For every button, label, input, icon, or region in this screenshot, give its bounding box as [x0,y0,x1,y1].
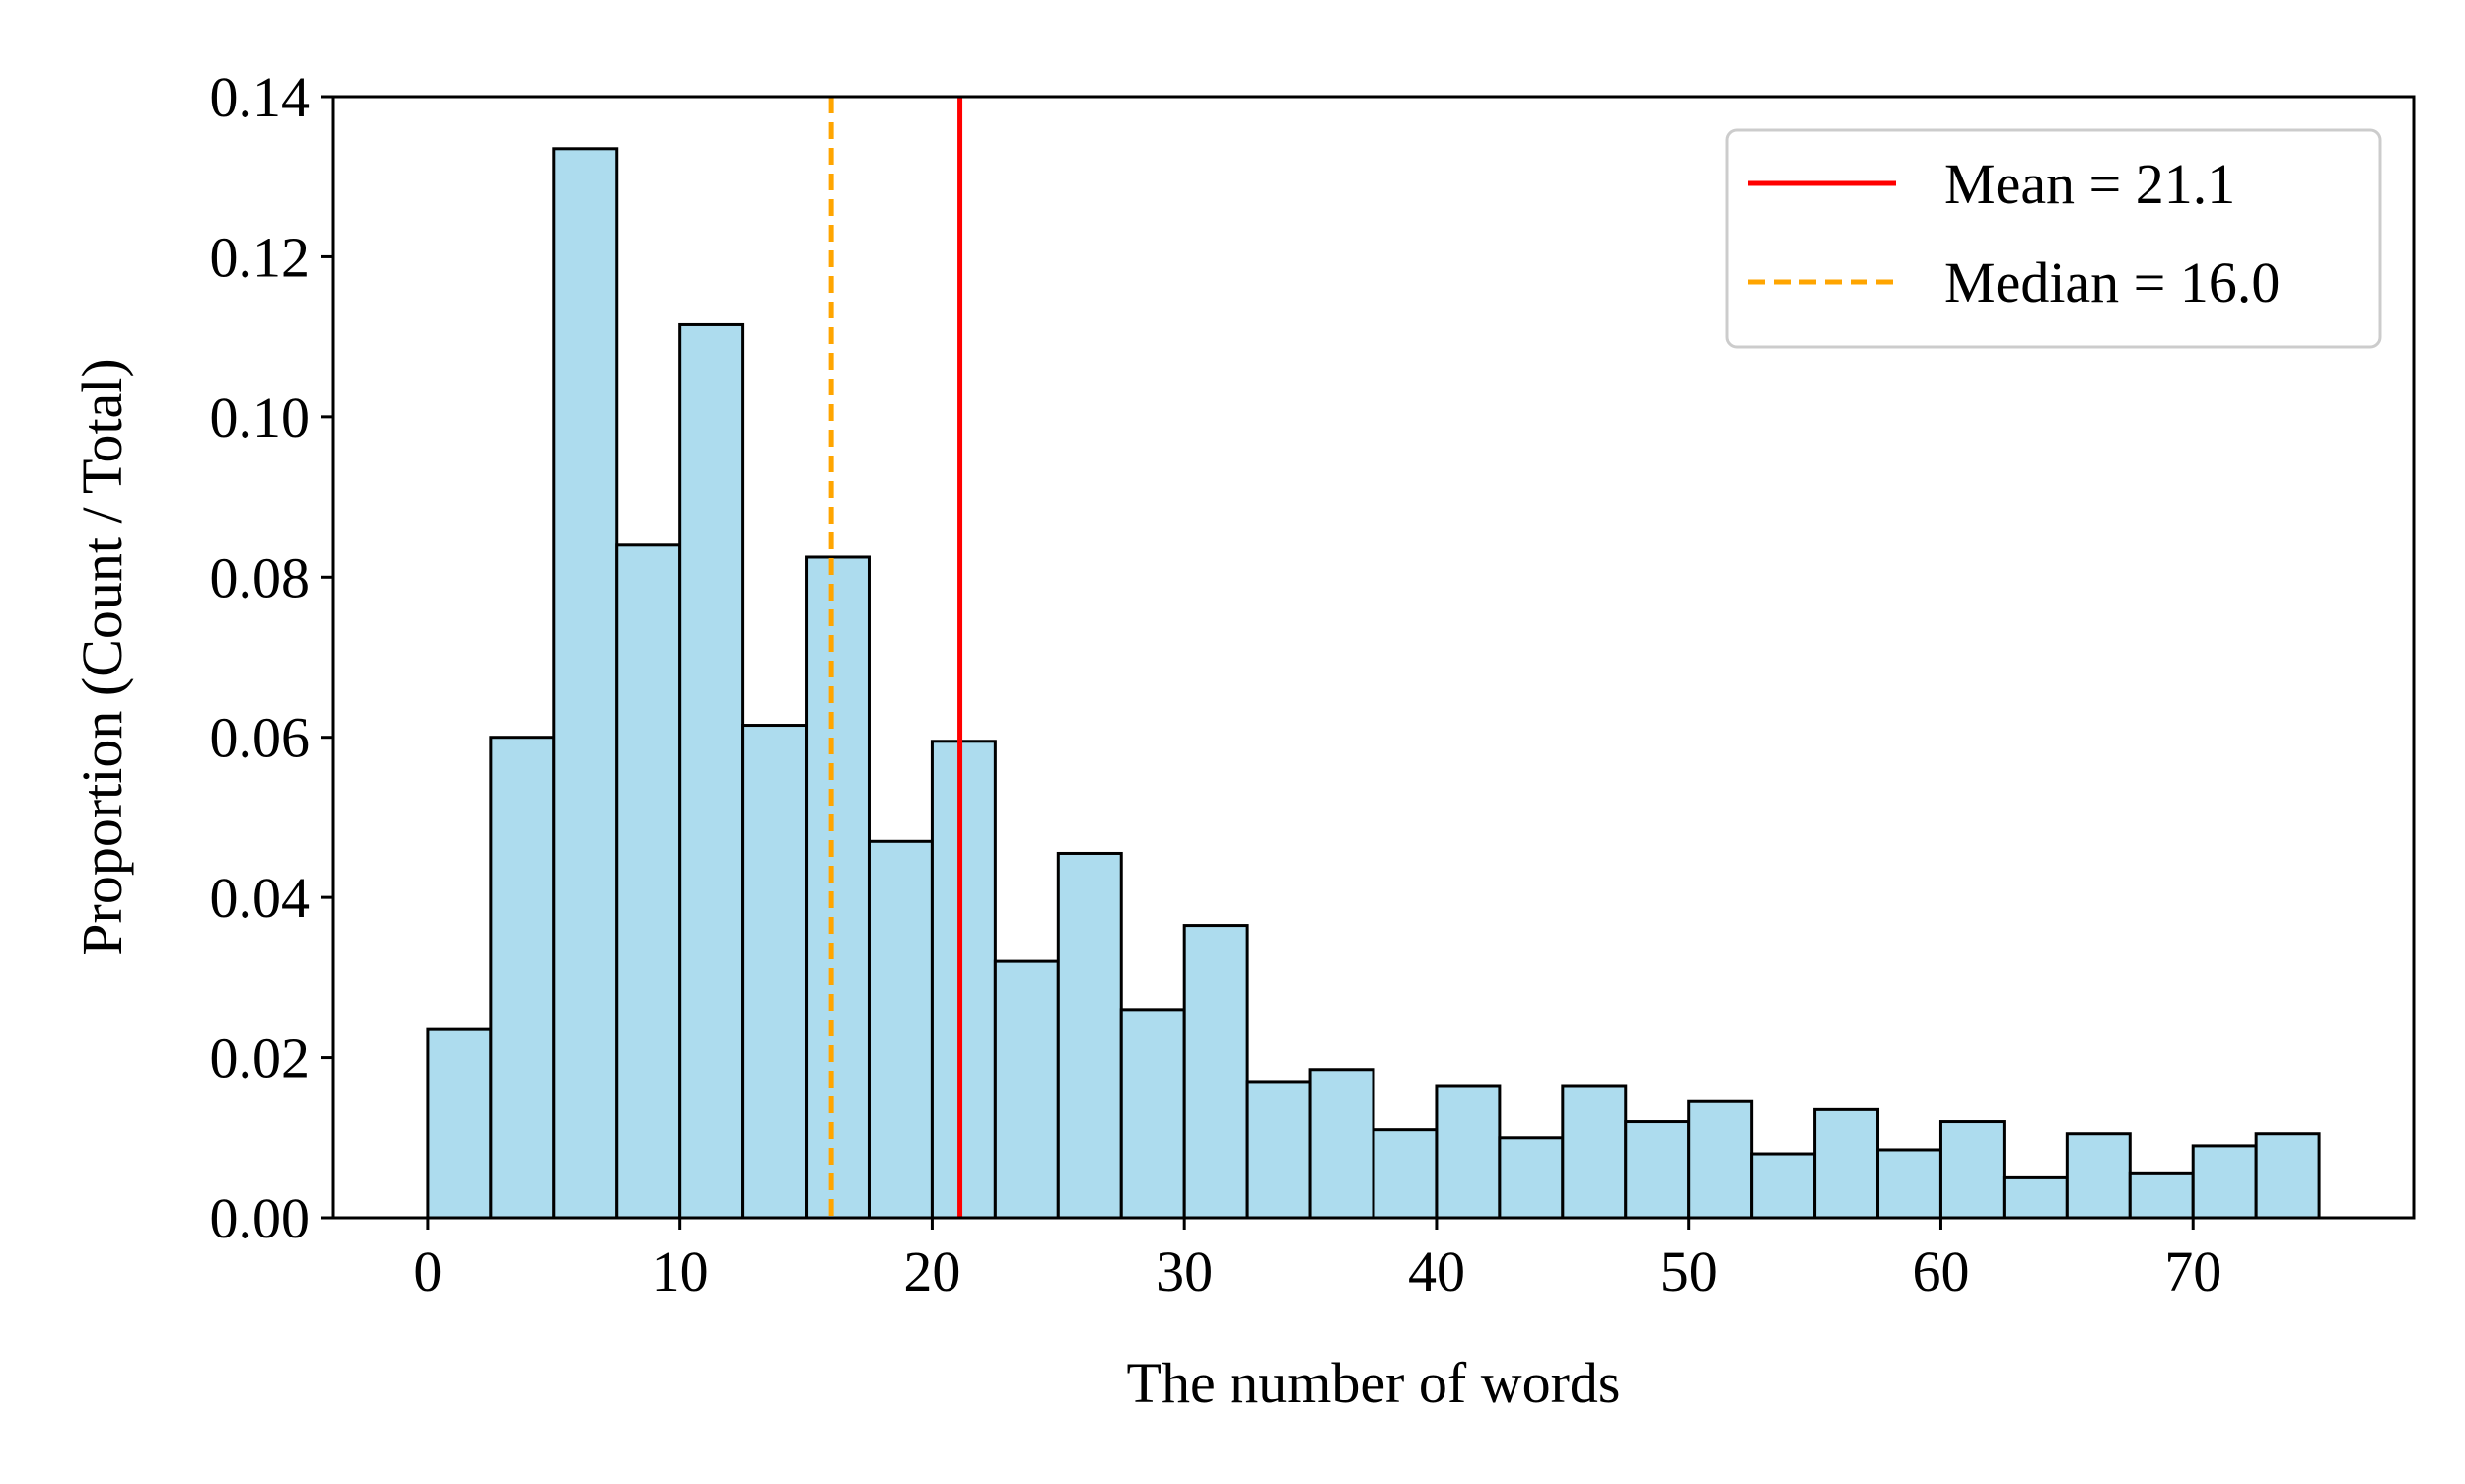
histogram-bar [741,724,809,1220]
y-tick-label: 0.06 [210,706,311,770]
y-tick-label: 0.10 [210,386,311,450]
histogram-bar [1372,1128,1439,1220]
x-tick-label: 40 [1408,1239,1465,1304]
x-tick-label: 10 [652,1239,709,1304]
histogram-bar [867,839,934,1220]
histogram-bar [1813,1107,1880,1220]
y-tick-label: 0.08 [210,545,311,609]
axes-frame [331,95,2416,1220]
histogram-bar [1435,1084,1502,1220]
histogram-bar [1119,1008,1186,1220]
histogram-bar [2191,1144,2258,1220]
histogram-bar [1056,851,1123,1220]
histogram-bar [1498,1136,1565,1220]
histogram-bar [1750,1152,1817,1220]
x-tick-label: 60 [1912,1239,1969,1304]
legend-mean-label: Mean = 21.1 [1944,152,2235,216]
legend: Mean = 21.1 Median = 16.0 [1726,128,2382,349]
histogram-bar [1624,1120,1691,1220]
histogram-bar [2254,1132,2321,1220]
y-tick-label: 0.12 [210,225,311,289]
histogram-bar [2002,1175,2069,1220]
histogram-bar [1876,1148,1942,1220]
histogram-bar [805,555,871,1220]
y-tick-label: 0.14 [210,65,311,129]
histogram-bar [1687,1099,1754,1220]
histogram-bar [1245,1080,1312,1220]
y-tick-label: 0.04 [210,866,311,930]
legend-median-label: Median = 16.0 [1944,250,2280,315]
x-axis-ticks: 0 10 20 30 40 50 60 70 [413,1218,2221,1304]
histogram-bar [2065,1132,2132,1220]
y-axis-ticks: 0.00 0.02 0.04 0.06 0.08 0.10 0.12 0.14 [210,65,333,1250]
histogram-bars [426,147,2321,1220]
x-tick-label: 30 [1156,1239,1213,1304]
x-tick-label: 70 [2164,1239,2221,1304]
y-tick-label: 0.00 [210,1186,311,1250]
y-axis-label: Proportion (Count / Total) [70,358,134,954]
x-tick-label: 20 [903,1239,960,1304]
histogram-bar [1308,1068,1375,1220]
reference-lines [828,97,963,1218]
histogram-bar [678,322,745,1220]
histogram-bar [993,959,1060,1220]
histogram-bar [930,740,997,1220]
x-tick-label: 0 [413,1239,442,1304]
histogram-bar [426,1027,493,1220]
histogram-bar [552,147,619,1220]
histogram-bar [1938,1120,2006,1220]
histogram-bar [2128,1171,2195,1220]
histogram-bar [489,736,556,1220]
x-tick-label: 50 [1660,1239,1718,1304]
histogram-bar [1182,924,1249,1220]
x-axis-label: The number of words [1127,1351,1621,1415]
y-tick-label: 0.02 [210,1026,311,1091]
histogram-bar [615,543,682,1220]
histogram-bar [1561,1084,1628,1220]
